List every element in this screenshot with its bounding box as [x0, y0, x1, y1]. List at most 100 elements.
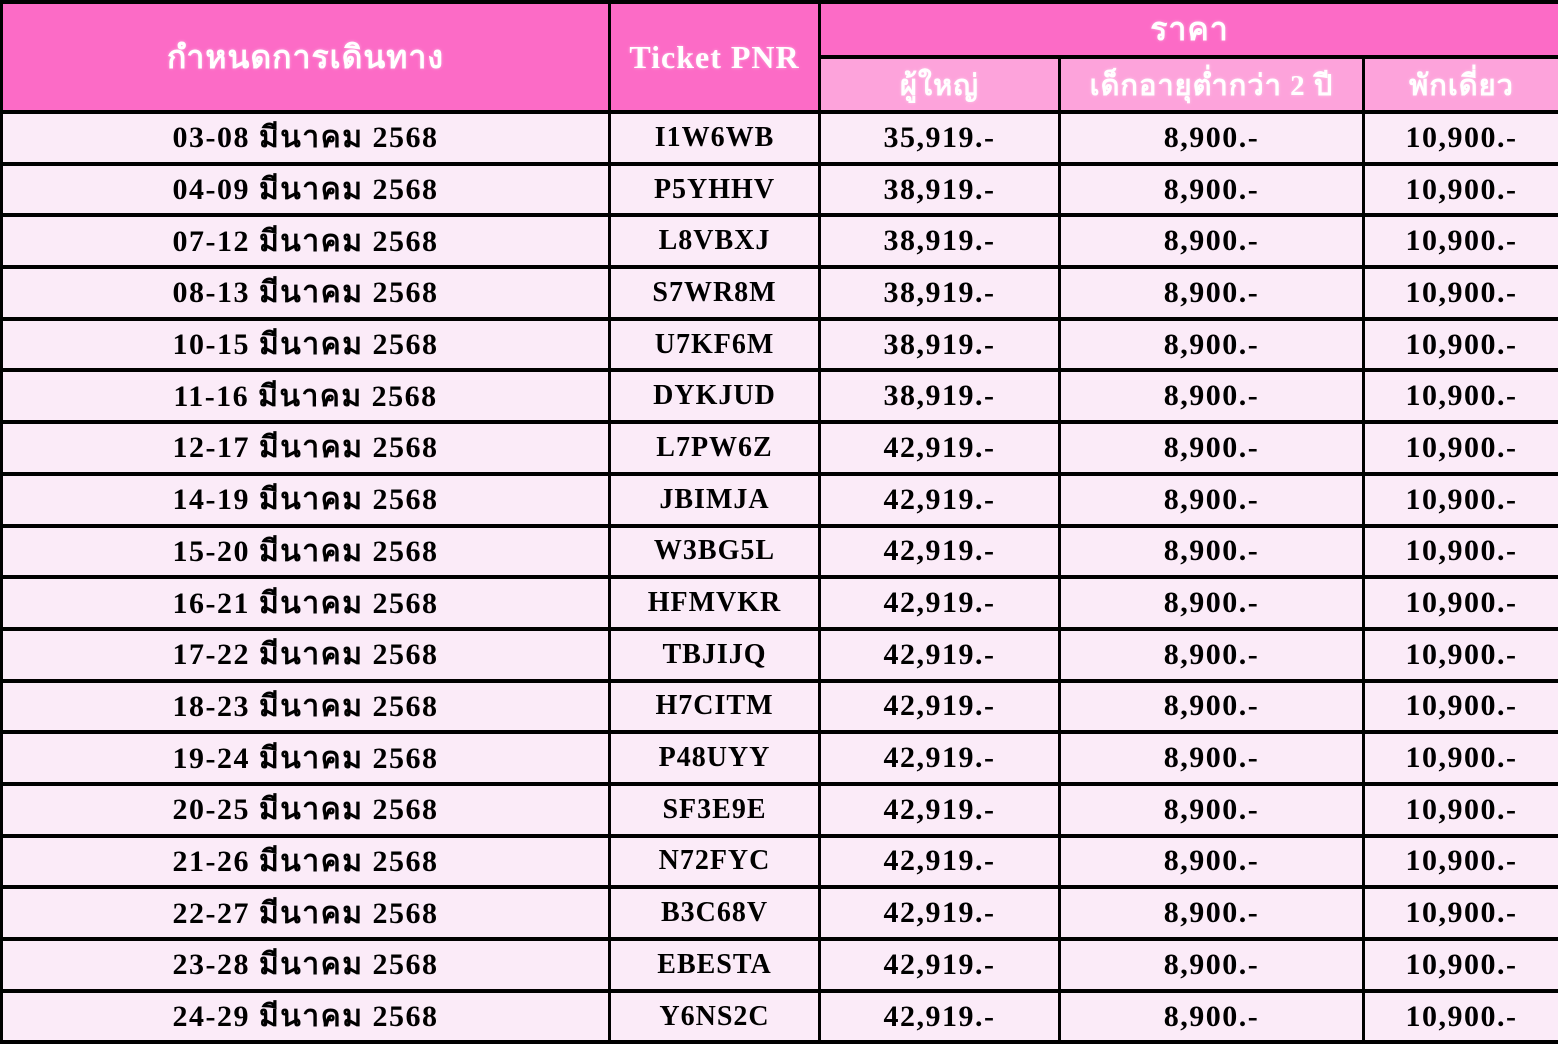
- child-price-cell: 8,900.-: [1060, 681, 1364, 733]
- pnr-cell: Y6NS2C: [610, 991, 820, 1043]
- date-cell: 03-08 มีนาคม 2568: [2, 112, 610, 164]
- child-price-cell: 8,900.-: [1060, 836, 1364, 888]
- date-cell: 07-12 มีนาคม 2568: [2, 215, 610, 267]
- single-price-cell: 10,900.-: [1364, 836, 1558, 888]
- adult-price-cell: 42,919.-: [820, 784, 1060, 836]
- date-cell: 23-28 มีนาคม 2568: [2, 939, 610, 991]
- date-cell: 24-29 มีนาคม 2568: [2, 991, 610, 1043]
- adult-price-cell: 38,919.-: [820, 319, 1060, 371]
- date-cell: 18-23 มีนาคม 2568: [2, 681, 610, 733]
- child-price-cell: 8,900.-: [1060, 474, 1364, 526]
- date-cell: 11-16 มีนาคม 2568: [2, 370, 610, 422]
- pnr-cell: S7WR8M: [610, 267, 820, 319]
- child-price-cell: 8,900.-: [1060, 319, 1364, 371]
- adult-price-cell: 38,919.-: [820, 370, 1060, 422]
- pnr-cell: I1W6WB: [610, 112, 820, 164]
- child-price-cell: 8,900.-: [1060, 629, 1364, 681]
- date-cell: 12-17 มีนาคม 2568: [2, 422, 610, 474]
- child-price-cell: 8,900.-: [1060, 526, 1364, 578]
- single-price-cell: 10,900.-: [1364, 681, 1558, 733]
- child-price-cell: 8,900.-: [1060, 577, 1364, 629]
- header-row-top: กำหนดการเดินทาง Ticket PNR ราคา: [2, 2, 1558, 57]
- single-price-cell: 10,900.-: [1364, 526, 1558, 578]
- adult-price-cell: 35,919.-: [820, 112, 1060, 164]
- pnr-cell: L7PW6Z: [610, 422, 820, 474]
- single-price-cell: 10,900.-: [1364, 474, 1558, 526]
- pnr-cell: P48UYY: [610, 732, 820, 784]
- pnr-cell: HFMVKR: [610, 577, 820, 629]
- adult-price-cell: 42,919.-: [820, 681, 1060, 733]
- single-price-cell: 10,900.-: [1364, 422, 1558, 474]
- pnr-cell: EBESTA: [610, 939, 820, 991]
- date-cell: 08-13 มีนาคม 2568: [2, 267, 610, 319]
- pnr-cell: B3C68V: [610, 887, 820, 939]
- child-price-cell: 8,900.-: [1060, 164, 1364, 216]
- child-price-cell: 8,900.-: [1060, 991, 1364, 1043]
- adult-price-cell: 42,919.-: [820, 422, 1060, 474]
- child-price-cell: 8,900.-: [1060, 267, 1364, 319]
- adult-price-cell: 38,919.-: [820, 164, 1060, 216]
- header-schedule: กำหนดการเดินทาง: [2, 2, 610, 112]
- child-price-cell: 8,900.-: [1060, 370, 1364, 422]
- single-price-cell: 10,900.-: [1364, 112, 1558, 164]
- date-cell: 22-27 มีนาคม 2568: [2, 887, 610, 939]
- pnr-cell: TBJIJQ: [610, 629, 820, 681]
- adult-price-cell: 42,919.-: [820, 474, 1060, 526]
- pnr-cell: JBIMJA: [610, 474, 820, 526]
- date-cell: 10-15 มีนาคม 2568: [2, 319, 610, 371]
- child-price-cell: 8,900.-: [1060, 939, 1364, 991]
- header-adult-price: ผู้ใหญ่: [820, 57, 1060, 112]
- date-cell: 20-25 มีนาคม 2568: [2, 784, 610, 836]
- adult-price-cell: 38,919.-: [820, 215, 1060, 267]
- adult-price-cell: 42,919.-: [820, 577, 1060, 629]
- adult-price-cell: 42,919.-: [820, 629, 1060, 681]
- child-price-cell: 8,900.-: [1060, 422, 1364, 474]
- child-price-cell: 8,900.-: [1060, 784, 1364, 836]
- date-cell: 16-21 มีนาคม 2568: [2, 577, 610, 629]
- single-price-cell: 10,900.-: [1364, 784, 1558, 836]
- single-price-cell: 10,900.-: [1364, 939, 1558, 991]
- adult-price-cell: 42,919.-: [820, 732, 1060, 784]
- pnr-cell: L8VBXJ: [610, 215, 820, 267]
- child-price-cell: 8,900.-: [1060, 732, 1364, 784]
- adult-price-cell: 42,919.-: [820, 887, 1060, 939]
- pnr-cell: SF3E9E: [610, 784, 820, 836]
- single-price-cell: 10,900.-: [1364, 732, 1558, 784]
- child-price-cell: 8,900.-: [1060, 112, 1364, 164]
- date-cell: 17-22 มีนาคม 2568: [2, 629, 610, 681]
- pnr-cell: H7CITM: [610, 681, 820, 733]
- adult-price-cell: 38,919.-: [820, 267, 1060, 319]
- date-cell: 14-19 มีนาคม 2568: [2, 474, 610, 526]
- single-price-cell: 10,900.-: [1364, 887, 1558, 939]
- adult-price-cell: 42,919.-: [820, 836, 1060, 888]
- header-ticket-pnr: Ticket PNR: [610, 2, 820, 112]
- single-price-cell: 10,900.-: [1364, 577, 1558, 629]
- pnr-cell: P5YHHV: [610, 164, 820, 216]
- table-header: กำหนดการเดินทาง Ticket PNR ราคา ผู้ใหญ่ …: [2, 2, 1558, 112]
- date-cell: 15-20 มีนาคม 2568: [2, 526, 610, 578]
- header-price-group: ราคา: [820, 2, 1558, 57]
- child-price-cell: 8,900.-: [1060, 215, 1364, 267]
- pnr-cell: U7KF6M: [610, 319, 820, 371]
- adult-price-cell: 42,919.-: [820, 991, 1060, 1043]
- date-cell: 21-26 มีนาคม 2568: [2, 836, 610, 888]
- adult-price-cell: 42,919.-: [820, 939, 1060, 991]
